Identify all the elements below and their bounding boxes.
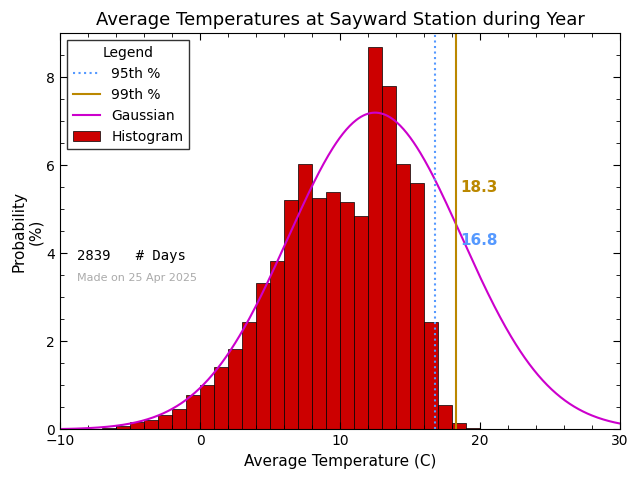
Text: 2839   # Days: 2839 # Days [77,249,186,263]
Bar [228,349,242,430]
Bar [382,86,396,430]
Bar [410,183,424,430]
Bar [144,420,158,430]
Bar [298,164,312,430]
Text: 18.3: 18.3 [461,180,498,195]
Bar [270,261,284,430]
Bar [326,192,340,430]
Bar [256,283,270,430]
Bar [284,200,298,430]
X-axis label: Average Temperature (C): Average Temperature (C) [244,454,436,469]
Bar [102,428,116,430]
Legend: 95th %, 99th %, Gaussian, Histogram: 95th %, 99th %, Gaussian, Histogram [67,40,189,149]
Bar [186,395,200,430]
Bar [130,421,144,430]
Y-axis label: Probability
(%): Probability (%) [11,191,44,272]
Bar [368,47,382,430]
Bar [354,216,368,430]
Text: Made on 25 Apr 2025: Made on 25 Apr 2025 [77,273,197,283]
Text: 16.8: 16.8 [461,233,498,248]
Bar [242,322,256,430]
Bar [214,367,228,430]
Bar [172,409,186,430]
Bar [312,198,326,430]
Bar [200,384,214,430]
Bar [424,322,438,430]
Bar [396,164,410,430]
Title: Average Temperatures at Sayward Station during Year: Average Temperatures at Sayward Station … [95,11,584,29]
Bar [438,405,452,430]
Bar [452,423,466,430]
Bar [158,415,172,430]
Bar [340,202,354,430]
Bar [116,426,130,430]
Bar [466,428,480,430]
